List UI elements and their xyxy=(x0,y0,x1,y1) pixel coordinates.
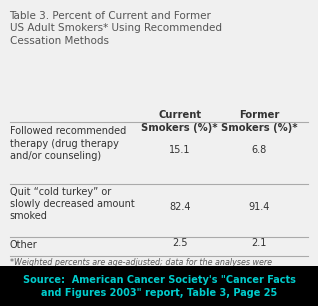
Text: 91.4: 91.4 xyxy=(248,202,270,212)
Text: 2.5: 2.5 xyxy=(172,238,187,248)
Text: 15.1: 15.1 xyxy=(169,145,190,155)
FancyBboxPatch shape xyxy=(0,266,318,306)
Text: 2.1: 2.1 xyxy=(252,238,267,248)
Text: Other: Other xyxy=(10,240,37,250)
Text: Current
Smokers (%)*: Current Smokers (%)* xyxy=(142,110,218,132)
Text: Source:  American Cancer Society's "Cancer Facts
and Figures 2003" report, Table: Source: American Cancer Society's "Cance… xyxy=(23,274,295,298)
Text: Former
Smokers (%)*: Former Smokers (%)* xyxy=(221,110,297,132)
Text: *Weighted percents are age-adjusted; data for the analyses were
derived from the: *Weighted percents are age-adjusted; dat… xyxy=(10,258,298,289)
Text: Followed recommended
therapy (drug therapy
and/or counseling): Followed recommended therapy (drug thera… xyxy=(10,126,126,161)
Text: Quit “cold turkey” or
slowly decreased amount
smoked: Quit “cold turkey” or slowly decreased a… xyxy=(10,187,134,222)
Text: 82.4: 82.4 xyxy=(169,202,190,212)
Text: 6.8: 6.8 xyxy=(252,145,267,155)
Text: Table 3. Percent of Current and Former
US Adult Smokers* Using Recommended
Cessa: Table 3. Percent of Current and Former U… xyxy=(10,11,222,46)
